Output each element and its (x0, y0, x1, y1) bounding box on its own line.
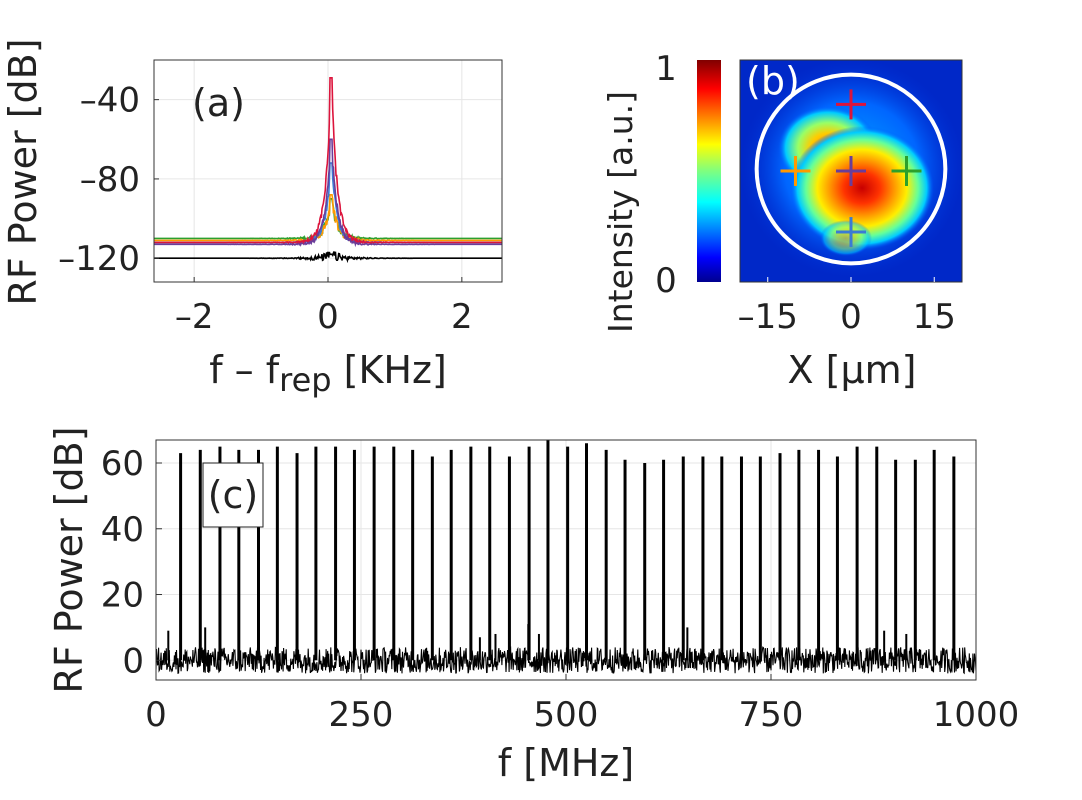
panel-c-ytick-label: 20 (101, 576, 144, 616)
colorbar-tick-min: 0 (655, 261, 677, 301)
panel-b-xtick-label: 15 (913, 297, 956, 337)
panel-a-ylabel: RF Power [dB] (1, 38, 45, 305)
panel-a-xtick-label: 0 (317, 297, 339, 337)
panel-b-xlabel: X [μm] (788, 348, 917, 392)
panel-a-ytick-label: –80 (80, 160, 140, 200)
panel-a-label: (a) (192, 81, 245, 125)
beam-lobe-bottom (820, 220, 872, 256)
figure: –120 –80 –40 –2 0 2 (a) RF Power [dB] f – fre… (0, 0, 1082, 800)
panel-c-ytick-label: 40 (101, 510, 144, 550)
colorbar-tick-max: 1 (655, 49, 677, 89)
panel-c-xtick-label: 1000 (933, 695, 1020, 735)
panel-b: 1 0 Intensity [a.u.] –15 0 15 (b) X [μm] (601, 49, 964, 392)
panel-a-ytick-label: –40 (80, 81, 140, 121)
panel-c-ytick-label: 60 (101, 444, 144, 484)
panel-a-xtick-label: 2 (451, 297, 473, 337)
panel-c-ytick-label: 0 (122, 641, 144, 681)
panel-b-label: (b) (746, 59, 800, 103)
panel-c-ylabel: RF Power [dB] (47, 426, 91, 693)
panel-a-xlabel-unit: [KHz] (332, 348, 447, 392)
panel-c-xtick-label: 0 (145, 695, 167, 735)
panel-a-xlabel-sub: rep (279, 361, 331, 399)
panel-b-xtick-label: 0 (840, 297, 862, 337)
colorbar (697, 60, 721, 282)
panel-b-ticks: –15 0 15 (738, 277, 956, 337)
panel-c-label: (c) (208, 473, 259, 517)
panel-a-xlabel-main: f – f (209, 348, 281, 392)
panel-c-xlabel: f [MHz] (498, 741, 634, 785)
panel-b-xtick-label: –15 (738, 297, 798, 337)
panel-c-xtick-label: 250 (329, 695, 394, 735)
panel-a: –120 –80 –40 –2 0 2 (a) RF Power [dB] f – fre… (1, 38, 502, 399)
panel-c-xtick-label: 750 (739, 695, 804, 735)
panel-a-xlabel: f – frep [KHz] (209, 348, 447, 399)
panel-a-xtick-label: –2 (175, 297, 214, 337)
colorbar-label: Intensity [a.u.] (601, 91, 640, 333)
panel-c-xtick-label: 500 (534, 695, 599, 735)
panel-a-ytick-label: –120 (58, 239, 140, 279)
